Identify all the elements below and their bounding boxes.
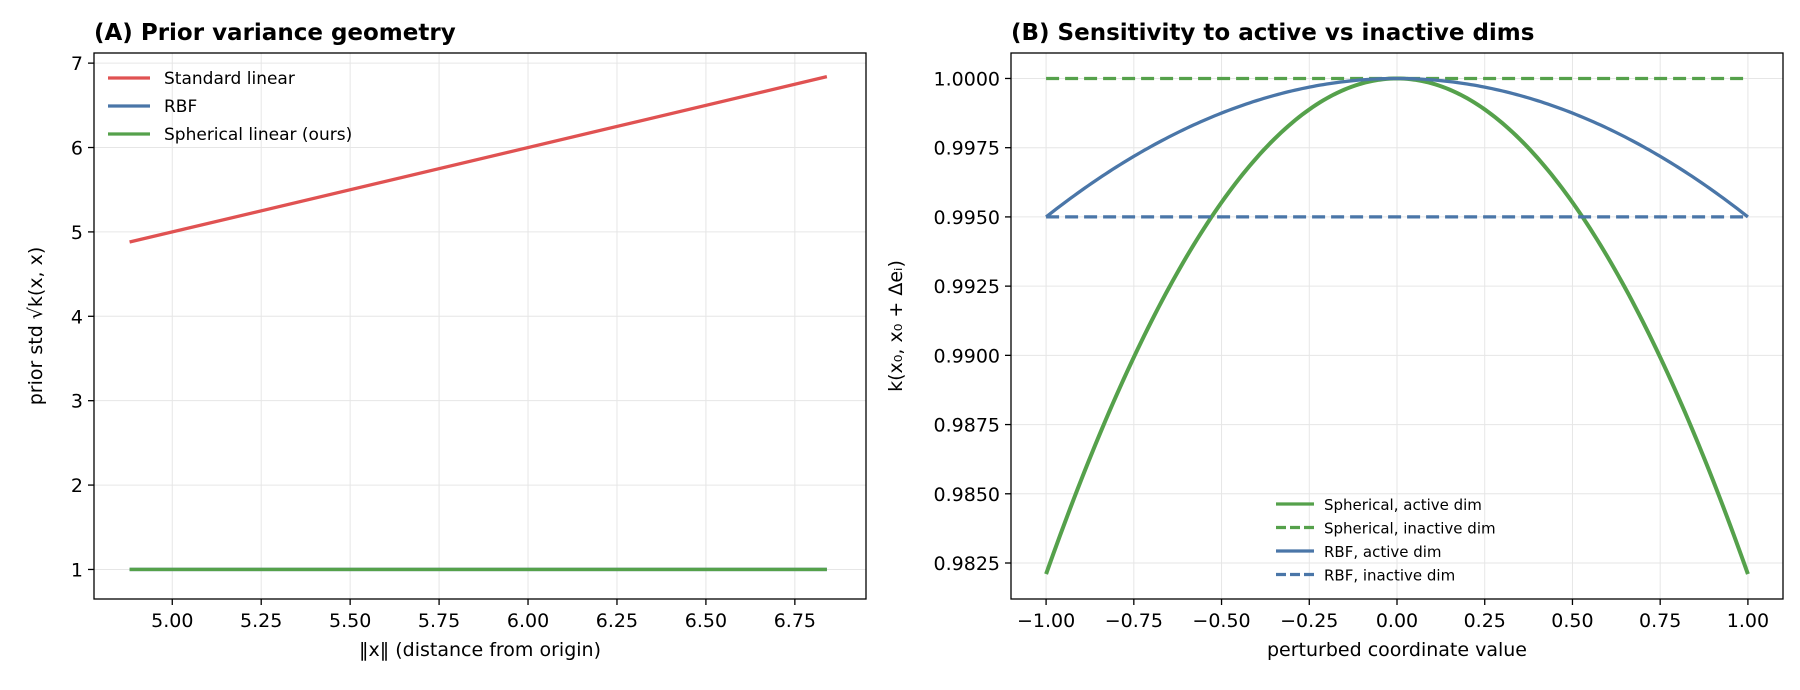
x-tick-label: −1.00 [1017,610,1075,632]
series-line-rbf-active-dim [1045,76,1749,219]
x-tick-label: 0.25 [1464,610,1506,632]
x-tick-label: 0.50 [1551,610,1593,632]
x-axis-label: perturbed coordinate value [1267,639,1527,661]
y-tick-label: 5 [71,222,83,244]
y-tick-label: 4 [71,306,83,328]
x-tick-label: 5.50 [329,610,371,632]
y-tick-label: 6 [71,138,83,160]
x-tick-label: 0.00 [1376,610,1418,632]
y-tick-label: 3 [71,391,83,413]
y-axis-label: prior std √k(x, x) [25,247,47,406]
x-tick-label: −0.75 [1105,610,1163,632]
y-tick-label: 0.9925 [934,276,1000,298]
x-tick-label: 6.25 [596,610,638,632]
y-tick-label: 0.9950 [934,207,1000,229]
x-tick-label: 6.00 [507,610,549,632]
legend-label: RBF, inactive dim [1324,567,1455,585]
x-axis-label: ‖x‖ (distance from origin) [359,639,601,661]
legend-label: Spherical, active dim [1324,496,1482,514]
x-tick-label: −0.50 [1192,610,1250,632]
panel-a: (A) Prior variance geometry 5.00 5.25 5.50 5… [25,20,867,661]
chart-title: (B) Sensitivity to active vs inactive di… [1011,20,1534,46]
x-tick-label: 5.25 [240,610,282,632]
x-tick-label: 5.75 [418,610,460,632]
plot-frame [93,52,867,600]
y-tick-label: 2 [71,475,83,497]
x-tick-label: 5.00 [151,610,193,632]
legend: Standard linear RBF Spherical linear (ours… [108,69,352,145]
panel-b: (B) Sensitivity to active vs inactive di… [885,20,1784,661]
y-tick-label: 0.9850 [934,484,1000,506]
legend-label: Spherical, inactive dim [1324,520,1496,538]
y-tick-label: 0.9825 [934,553,1000,575]
y-tick-label: 7 [71,53,83,75]
x-tick-label: −0.25 [1280,610,1338,632]
x-tick-label: 0.75 [1639,610,1681,632]
y-tick-label: 1.0000 [934,68,1000,90]
legend-label: RBF [164,97,197,117]
series-line-standard-linear [129,75,828,244]
legend-label: Standard linear [164,69,295,89]
y-tick-label: 0.9875 [934,415,1000,437]
y-tick-label: 0.9900 [934,345,1000,367]
y-tick-label: 0.9975 [934,138,1000,160]
legend-label: Spherical linear (ours) [164,125,352,145]
y-axis-label: k(x₀, x₀ + Δeᵢ) [885,260,907,392]
legend-label: RBF, active dim [1324,543,1442,561]
chart-title: (A) Prior variance geometry [94,20,456,46]
legend: Spherical, active dim Spherical, inactive… [1276,496,1496,585]
x-tick-label: 1.00 [1727,610,1769,632]
x-tick-label: 6.50 [685,610,727,632]
y-tick-label: 1 [71,559,83,581]
series-group [1044,76,1750,575]
x-tick-label: 6.75 [774,610,816,632]
series-group [129,75,828,572]
